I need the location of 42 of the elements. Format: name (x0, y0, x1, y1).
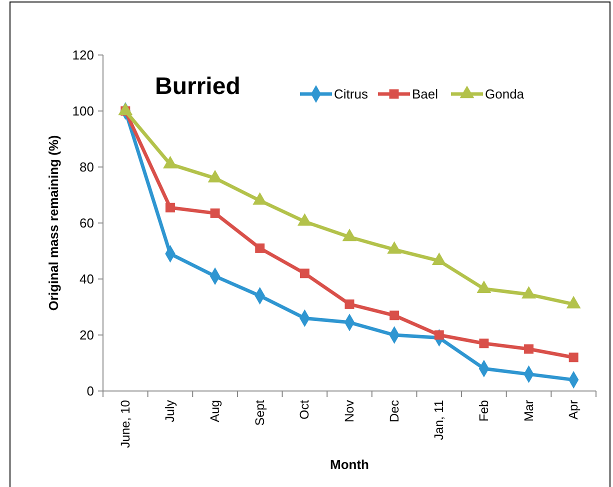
point (342, 228, 357, 242)
point (568, 352, 578, 362)
y-tick-label: 80 (80, 160, 94, 175)
legend-label: Gonda (485, 86, 525, 102)
point (479, 338, 489, 348)
x-tick-label: Apr (566, 400, 581, 420)
point (524, 344, 534, 354)
y-tick-label: 20 (80, 328, 94, 343)
point (387, 241, 402, 254)
point (297, 213, 312, 226)
x-tick-label: June, 10 (118, 400, 132, 448)
point (210, 208, 220, 218)
point (390, 310, 400, 320)
point (255, 243, 265, 253)
point (252, 192, 268, 205)
x-axis-title: Month (330, 457, 370, 472)
point (163, 156, 178, 168)
x-tick-label: Aug (208, 400, 222, 422)
x-tick-label: Nov (342, 399, 356, 422)
legend-label: Citrus (334, 86, 368, 102)
point (208, 170, 222, 182)
y-tick-label: 100 (72, 104, 94, 119)
x-tick-label: Oct (298, 399, 312, 420)
point (344, 299, 354, 309)
point (165, 202, 175, 212)
text: Burried (155, 73, 240, 100)
x-tick-label: Dec (387, 400, 402, 422)
y-tick-label: 40 (80, 272, 94, 287)
y-tick-label: 120 (72, 48, 94, 63)
legend-label: Bael (412, 86, 438, 102)
y-tick-label: 60 (80, 216, 94, 231)
x-tick-label: Feb (476, 400, 491, 422)
y-tick-label: 0 (86, 384, 94, 399)
point (300, 268, 310, 278)
x-tick-label: July (163, 399, 178, 422)
x-tick-label: Sept (252, 399, 267, 426)
point (434, 330, 444, 340)
point (118, 102, 133, 116)
point (522, 286, 536, 299)
y-axis-title: Original mass remaining (%) (46, 135, 61, 311)
x-tick-label: Jan, 11 (432, 400, 446, 440)
x-tick-label: Mar (522, 400, 536, 422)
